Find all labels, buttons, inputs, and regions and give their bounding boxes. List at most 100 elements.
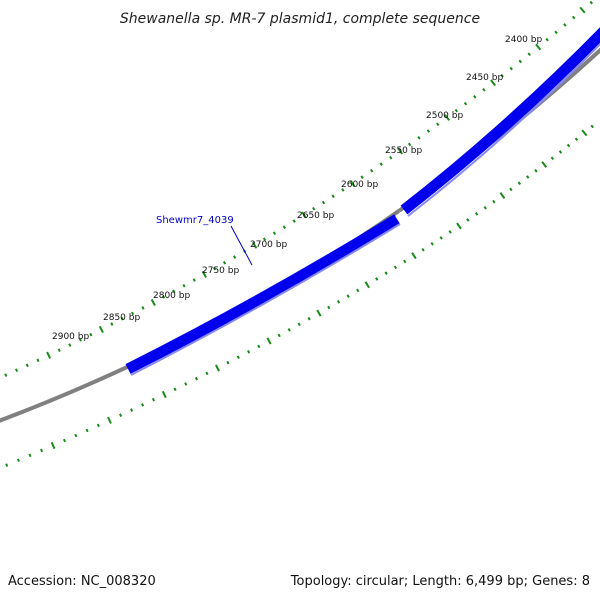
gene-adjacent[interactable] bbox=[400, 27, 600, 215]
ruler-tick bbox=[346, 294, 350, 298]
ruler-tick bbox=[192, 278, 196, 282]
ruler-tick bbox=[40, 448, 44, 453]
ruler-tick bbox=[16, 458, 20, 463]
ruler-tick bbox=[500, 73, 504, 78]
ruler-tick bbox=[360, 175, 364, 179]
ruler-label: 2900 bp bbox=[52, 332, 89, 342]
ruler-tick bbox=[356, 288, 360, 293]
ruler-tick bbox=[62, 438, 66, 443]
ruler-tick bbox=[68, 343, 72, 347]
ruler-tick bbox=[581, 129, 588, 137]
ruler-tick bbox=[110, 322, 114, 326]
ruler-tick bbox=[4, 373, 8, 377]
ruler-tick bbox=[172, 289, 176, 294]
ruler-tick bbox=[466, 218, 470, 222]
ruler-label: 2600 bp bbox=[341, 180, 378, 190]
ruler-label: 2450 bp bbox=[466, 73, 503, 83]
ruler-tick bbox=[78, 338, 82, 342]
ruler-tick bbox=[571, 15, 576, 20]
ruler-tick bbox=[518, 59, 522, 64]
ruler-tick bbox=[482, 88, 486, 92]
ruler-tick bbox=[28, 453, 32, 458]
ruler-tick bbox=[119, 413, 123, 417]
ruler-tick bbox=[550, 156, 555, 161]
ruler-tick bbox=[173, 387, 177, 392]
ruler-tick bbox=[517, 181, 522, 186]
ruler-tick bbox=[436, 122, 440, 127]
ruler-tick bbox=[444, 114, 450, 121]
ruler-tick bbox=[341, 188, 345, 192]
ruler-tick bbox=[563, 23, 567, 27]
ruler-tick bbox=[161, 295, 166, 299]
ruler-tick bbox=[370, 168, 374, 173]
ruler-tick bbox=[492, 199, 496, 204]
ruler-tick bbox=[407, 142, 412, 147]
ruler-tick bbox=[579, 6, 586, 14]
ruler-tick bbox=[545, 37, 549, 42]
ruler-tick bbox=[321, 200, 326, 205]
ruler-tick bbox=[236, 355, 240, 360]
gene-shewmr7-4039[interactable] bbox=[125, 214, 400, 374]
ruler-tick bbox=[89, 332, 93, 337]
ruler-label: 2700 bp bbox=[250, 240, 287, 250]
ruler-tick bbox=[473, 94, 477, 99]
ruler-tick bbox=[327, 305, 331, 310]
ruler-tick bbox=[439, 236, 443, 240]
ruler-tick bbox=[36, 358, 40, 363]
ruler-tick bbox=[490, 79, 496, 87]
ruler-tick bbox=[262, 237, 267, 242]
ruler-tick bbox=[214, 364, 220, 372]
ruler-tick bbox=[266, 337, 272, 345]
ruler-label: 2550 bp bbox=[385, 146, 422, 156]
ruler-tick bbox=[454, 108, 459, 113]
ruler-tick bbox=[375, 277, 379, 281]
ruler-tick bbox=[292, 219, 296, 223]
ruler-tick bbox=[226, 360, 230, 365]
ruler-tick bbox=[131, 311, 135, 316]
summary-text: Topology: circular; Length: 6,499 bp; Ge… bbox=[290, 574, 590, 589]
ruler-tick bbox=[277, 333, 281, 338]
map-title: Shewanella sp. MR-7 plasmid1, complete s… bbox=[120, 11, 480, 27]
ruler-tick bbox=[161, 390, 167, 399]
ruler-label: 2650 bp bbox=[297, 211, 334, 221]
inner-tick-ring bbox=[5, 124, 594, 467]
ruler-tick bbox=[251, 241, 258, 249]
ruler-tick bbox=[430, 242, 434, 246]
ruler-tick bbox=[74, 433, 78, 438]
ruler-labels: 2400 bp 2450 bp 2500 bp 2550 bp 2600 bp … bbox=[52, 35, 542, 342]
gene-label-shewmr7-4039[interactable]: Shewmr7_4039 bbox=[156, 215, 234, 226]
ruler-tick bbox=[257, 344, 261, 349]
ruler-tick bbox=[120, 316, 124, 321]
ruler-tick bbox=[15, 368, 19, 373]
ruler-tick bbox=[312, 206, 316, 211]
ruler-tick bbox=[364, 281, 370, 289]
gene-label-leader bbox=[230, 225, 253, 266]
ruler-tick bbox=[57, 348, 61, 352]
ruler-tick bbox=[150, 298, 156, 307]
ruler-tick bbox=[50, 441, 56, 450]
ruler-tick bbox=[25, 363, 29, 368]
ruler-tick bbox=[301, 211, 307, 219]
ruler-tick bbox=[349, 180, 356, 188]
ruler-label: 2400 bp bbox=[505, 35, 542, 45]
ruler-tick bbox=[421, 247, 425, 252]
ruler-tick bbox=[403, 259, 407, 264]
ruler-tick bbox=[554, 30, 558, 35]
ruler-tick bbox=[509, 187, 513, 192]
ruler-tick bbox=[201, 270, 207, 278]
ruler-tick bbox=[384, 271, 388, 275]
ruler-tick bbox=[222, 261, 227, 265]
ruler-tick bbox=[525, 175, 530, 179]
ruler-tick bbox=[182, 283, 186, 288]
ruler-tick bbox=[272, 231, 277, 236]
ruler-tick bbox=[85, 428, 89, 433]
ruler-tick bbox=[331, 194, 335, 199]
ruler-tick bbox=[141, 306, 145, 310]
ruler-tick bbox=[558, 150, 563, 154]
ruler-label: 2750 bp bbox=[202, 266, 239, 276]
ruler-tick bbox=[397, 147, 404, 155]
ruler-tick bbox=[589, 0, 594, 5]
ruler-tick bbox=[456, 222, 462, 230]
ruler-tick bbox=[107, 416, 112, 424]
